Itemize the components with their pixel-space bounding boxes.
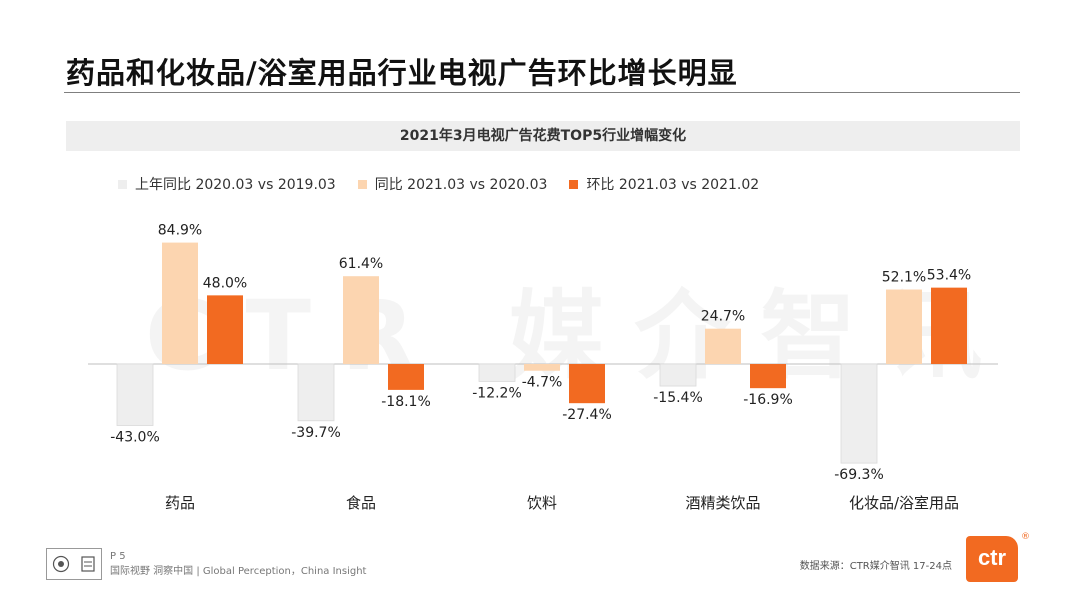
chart-legend: 上年同比 2020.03 vs 2019.03 同比 2021.03 vs 20…	[118, 174, 781, 194]
data-label-yoy-4: 52.1%	[882, 269, 926, 285]
chart-title: 2021年3月电视广告花费TOP5行业增幅变化	[66, 121, 1020, 151]
bar-prev-yoy-2	[478, 363, 516, 382]
data-label-yoy-1: 61.4%	[339, 256, 383, 272]
legend-item-yoy: 同比 2021.03 vs 2020.03	[357, 174, 548, 194]
data-label-mom-4: 53.4%	[927, 268, 971, 284]
bar-yoy-4	[886, 289, 922, 364]
bar-yoy-1	[343, 276, 379, 364]
data-label-prev-yoy-2: -12.2%	[472, 385, 522, 401]
data-label-prev-yoy-0: -43.0%	[110, 429, 160, 445]
bar-mom-1	[388, 364, 424, 390]
ctr-logo: ctr	[966, 536, 1018, 582]
tagline: 国际视野 洞察中国 | Global Perception，China Insi…	[110, 566, 367, 577]
data-label-mom-1: -18.1%	[381, 394, 431, 410]
bar-mom-4	[931, 287, 967, 364]
bar-prev-yoy-4	[840, 363, 878, 464]
data-label-prev-yoy-3: -15.4%	[653, 390, 703, 406]
category-label-3: 酒精类饮品	[685, 494, 760, 512]
category-label-4: 化妆品/浴室用品	[849, 494, 959, 512]
bar-yoy-3	[705, 328, 741, 364]
bar-yoy-2	[524, 364, 560, 371]
data-source: 数据来源：CTR媒介智讯 17-24点	[799, 561, 952, 572]
bar-prev-yoy-1	[297, 363, 335, 422]
category-label-2: 饮料	[527, 494, 557, 512]
bar-prev-yoy-3	[659, 363, 697, 387]
page-title: 药品和化妆品/浴室用品行业电视广告环比增长明显	[66, 56, 738, 90]
data-label-prev-yoy-4: -69.3%	[834, 467, 884, 483]
category-label-1: 食品	[346, 494, 376, 512]
legend-swatch-yoy	[357, 179, 367, 189]
bar-yoy-0	[162, 242, 198, 364]
bar-prev-yoy-0	[116, 363, 154, 426]
bar-mom-0	[207, 295, 243, 364]
data-label-yoy-2: -4.7%	[522, 375, 563, 391]
legend-swatch-mom	[569, 179, 579, 189]
legend-swatch-prev-yoy	[118, 179, 127, 189]
legend-item-prev-yoy: 上年同比 2020.03 vs 2019.03	[118, 174, 336, 194]
footer-left: P 5 国际视野 洞察中国 | Global Perception，China …	[46, 548, 366, 580]
data-label-mom-0: 48.0%	[203, 275, 247, 291]
legend-label-mom: 环比 2021.03 vs 2021.02	[586, 177, 760, 193]
data-label-mom-3: -16.9%	[743, 392, 793, 408]
registered-mark: ®	[1021, 532, 1030, 542]
data-label-yoy-0: 84.9%	[158, 223, 202, 239]
data-label-prev-yoy-1: -39.7%	[291, 425, 341, 441]
bar-mom-3	[750, 364, 786, 389]
legend-item-mom: 环比 2021.03 vs 2021.02	[569, 174, 759, 194]
page-number: P 5	[110, 551, 126, 562]
legend-label-prev-yoy: 上年同比 2020.03 vs 2019.03	[135, 177, 336, 193]
seal-icon	[52, 555, 69, 573]
title-divider	[64, 92, 1020, 93]
category-label-0: 药品	[165, 494, 195, 512]
data-label-mom-2: -27.4%	[562, 407, 612, 423]
badge-icon	[80, 556, 95, 572]
data-label-yoy-3: 24.7%	[701, 309, 745, 325]
legend-label-yoy: 同比 2021.03 vs 2020.03	[374, 177, 548, 193]
bar-mom-2	[569, 364, 605, 404]
certification-logos	[46, 548, 102, 580]
